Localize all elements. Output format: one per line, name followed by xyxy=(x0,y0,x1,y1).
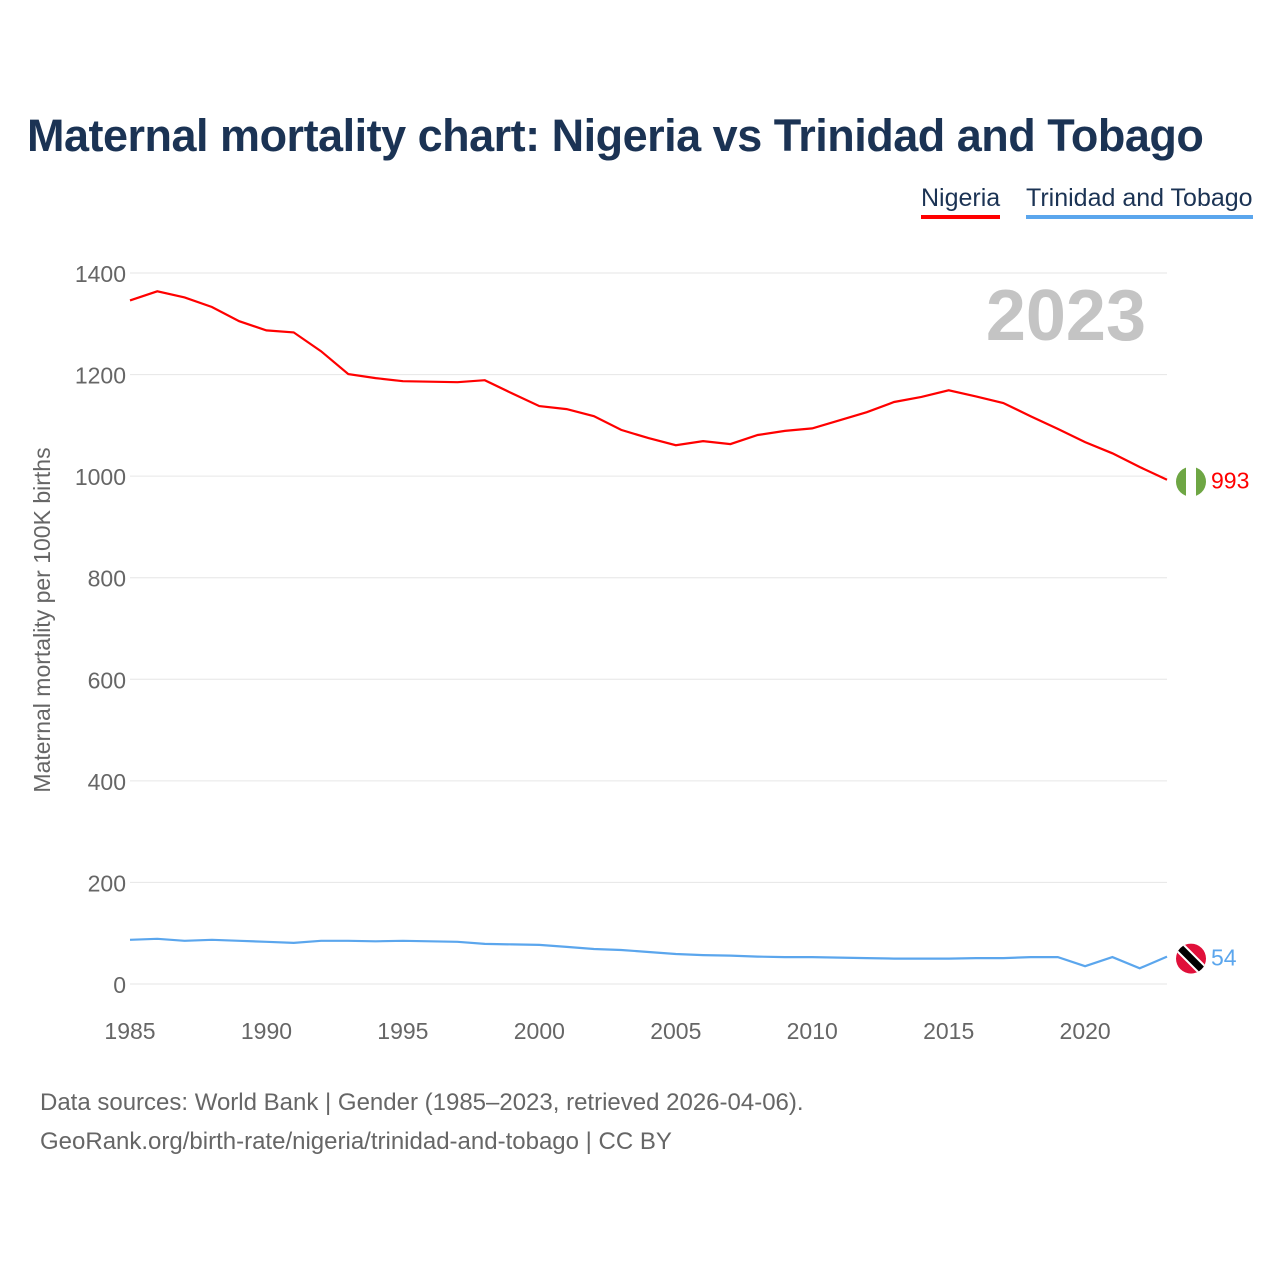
source-url: GeoRank.org/birth-rate/nigeria/trinidad-… xyxy=(40,1128,672,1155)
y-tick-label: 0 xyxy=(113,972,126,998)
x-tick-label: 2005 xyxy=(650,1018,701,1044)
legend-trinidad-and-tobago[interactable]: Trinidad and Tobago xyxy=(1026,184,1253,219)
x-tick-label: 2015 xyxy=(923,1018,974,1044)
x-tick-label: 1985 xyxy=(104,1018,155,1044)
source-note: Data sources: World Bank | Gender (1985–… xyxy=(40,1089,804,1116)
y-tick-label: 1200 xyxy=(75,363,126,389)
x-tick-label: 2010 xyxy=(787,1018,838,1044)
y-tick-label: 1400 xyxy=(75,261,126,287)
y-tick-label: 600 xyxy=(88,667,126,693)
y-tick-label: 200 xyxy=(88,870,126,896)
y-tick-label: 1000 xyxy=(75,464,126,490)
x-tick-label: 1990 xyxy=(241,1018,292,1044)
y-tick-label: 400 xyxy=(88,769,126,795)
y-axis-label: Maternal mortality per 100K births xyxy=(29,447,55,792)
nigeria-flag-icon xyxy=(1176,466,1206,497)
year-watermark: 2023 xyxy=(986,276,1146,356)
y-tick-label: 800 xyxy=(88,566,126,592)
legend-nigeria[interactable]: Nigeria xyxy=(921,184,1001,219)
series-line-trinidad-and-tobago xyxy=(129,937,1168,970)
end-value-label: 54 xyxy=(1211,945,1237,971)
end-value-label: 993 xyxy=(1211,468,1249,494)
trinidad-flag-icon xyxy=(1176,943,1206,974)
x-tick-label: 2000 xyxy=(514,1018,565,1044)
series-line-nigeria xyxy=(129,290,1168,481)
chart-title: Maternal mortality chart: Nigeria vs Tri… xyxy=(27,110,1204,161)
x-tick-label: 1995 xyxy=(377,1018,428,1044)
x-tick-label: 2020 xyxy=(1060,1018,1111,1044)
